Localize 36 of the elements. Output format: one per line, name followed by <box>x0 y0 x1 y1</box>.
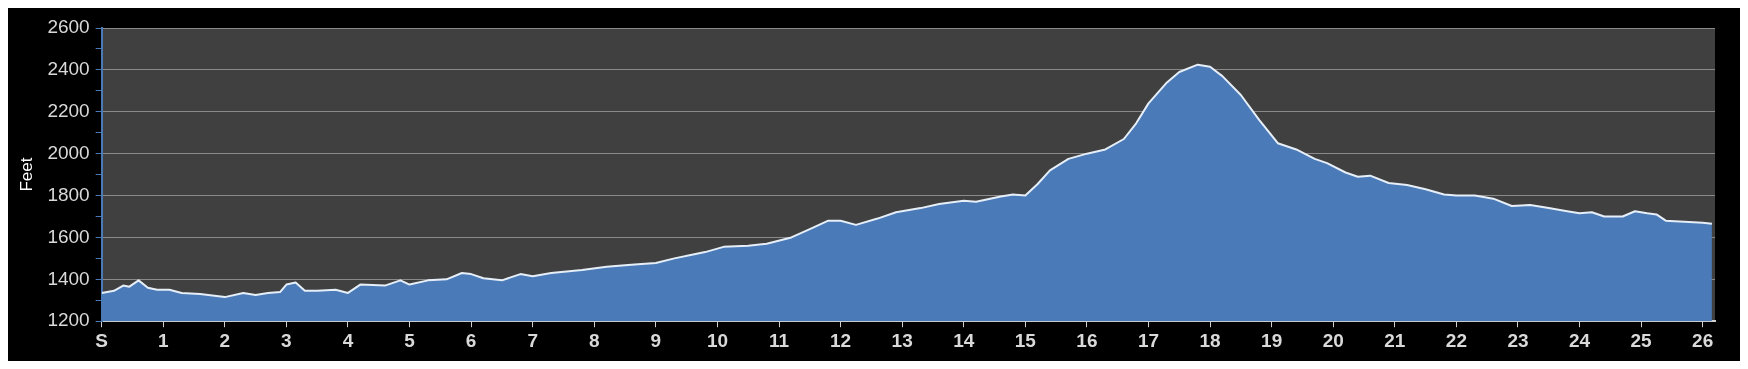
x-tick-label: 14 <box>953 329 975 351</box>
x-tick-label: 25 <box>1630 329 1653 351</box>
x-tick-label: 11 <box>768 329 790 351</box>
y-axis-title: Feet <box>16 157 36 192</box>
x-tick-label: 18 <box>1199 329 1221 351</box>
x-tick-label: 8 <box>589 329 600 351</box>
x-tick-label: 26 <box>1692 329 1714 351</box>
x-tick-label: 9 <box>650 329 662 351</box>
y-tick-label: 1400 <box>47 267 90 289</box>
x-tick-label: 7 <box>527 329 538 351</box>
x-tick-label: 3 <box>281 329 292 351</box>
y-tick-label: 2000 <box>47 141 90 163</box>
x-tick-label: 6 <box>465 329 477 351</box>
x-tick-label: 5 <box>404 329 416 351</box>
x-tick-label: 17 <box>1137 329 1160 351</box>
x-tick-label: 21 <box>1384 329 1406 351</box>
x-tick-label: 12 <box>830 329 852 351</box>
x-tick-label: 1 <box>157 329 169 351</box>
y-tick-label: 2600 <box>47 16 90 38</box>
x-tick-label: 16 <box>1076 329 1098 351</box>
y-tick-label: 1600 <box>47 225 90 247</box>
x-tick-label: 22 <box>1445 329 1467 351</box>
x-tick-label: 4 <box>342 329 354 351</box>
y-tick-label: 2400 <box>47 58 90 80</box>
x-tick-label: 13 <box>891 329 913 351</box>
x-tick-label: 15 <box>1014 329 1037 351</box>
x-tick-label: 10 <box>706 329 729 351</box>
y-tick-label: 2200 <box>47 100 90 122</box>
x-tick-label: 23 <box>1507 329 1529 351</box>
y-tick-label: 1200 <box>47 309 90 331</box>
x-tick-label: 24 <box>1568 329 1591 351</box>
x-tick-label: S <box>95 329 109 351</box>
x-tick-label: 2 <box>219 329 231 351</box>
y-tick-label: 1800 <box>47 183 90 205</box>
x-tick-label: 19 <box>1261 329 1283 351</box>
x-tick-label: 20 <box>1322 329 1344 351</box>
